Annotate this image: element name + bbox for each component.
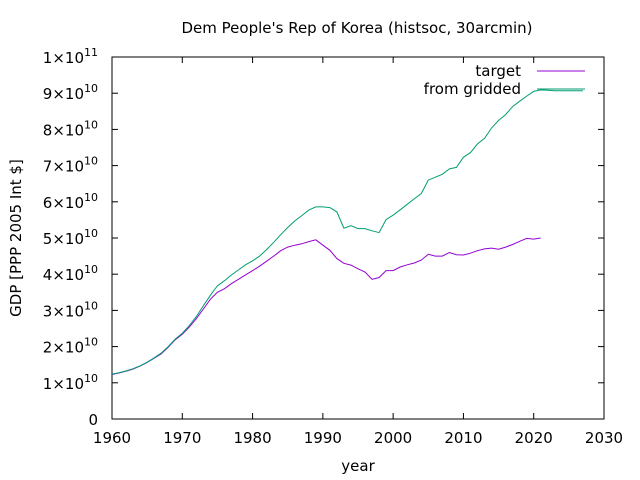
y-tick-mantissa: 0 — [88, 411, 98, 429]
x-axis-label: year — [341, 457, 375, 475]
y-tick-exponent: 10 — [84, 372, 98, 385]
y-tick-label: 7×1010 — [43, 155, 98, 176]
series-line-target — [111, 237, 541, 375]
x-tick-label: 2030 — [585, 429, 623, 447]
y-tick-label: 5×1010 — [43, 227, 98, 248]
y-tick-mantissa: 1×10 — [43, 375, 84, 393]
x-tick-label: 1960 — [93, 429, 131, 447]
y-tick-label: 9×1010 — [43, 82, 98, 103]
y-tick-label: 2×1010 — [43, 336, 98, 357]
y-tick-exponent: 10 — [84, 118, 98, 131]
plot-area — [111, 56, 605, 420]
y-tick-mantissa: 8×10 — [43, 121, 84, 139]
y-tick-exponent: 10 — [84, 191, 98, 204]
y-tick-mantissa: 6×10 — [43, 194, 84, 212]
y-axis-label: GDP [PPP 2005 Int $] — [7, 159, 25, 317]
y-tick-label: 0 — [88, 411, 98, 429]
y-tick-mantissa: 3×10 — [43, 302, 84, 320]
chart-title: Dem People's Rep of Korea (histsoc, 30ar… — [182, 19, 533, 37]
y-tick-label: 1×1010 — [43, 372, 98, 393]
x-tick-label: 1970 — [163, 429, 201, 447]
x-tick-label: 2000 — [374, 429, 412, 447]
y-tick-label: 1×1011 — [43, 46, 98, 67]
y-tick-exponent: 10 — [84, 82, 98, 95]
series-line-from-gridded — [111, 89, 583, 375]
x-tick-label: 1980 — [233, 429, 271, 447]
y-tick-exponent: 10 — [84, 299, 98, 312]
x-axis: 1960 1970 1980 1990 2000 2010 2020 2030 — [93, 57, 623, 447]
x-tick-label: 1990 — [304, 429, 342, 447]
y-tick-exponent: 10 — [84, 227, 98, 240]
y-tick-exponent: 10 — [84, 336, 98, 349]
y-tick-label: 4×1010 — [43, 263, 98, 284]
y-tick-exponent: 11 — [84, 46, 98, 59]
y-tick-mantissa: 7×10 — [43, 158, 84, 176]
y-tick-mantissa: 1×10 — [43, 49, 84, 67]
y-tick-mantissa: 2×10 — [43, 339, 84, 357]
x-tick-label: 2020 — [515, 429, 553, 447]
y-tick-mantissa: 9×10 — [43, 85, 84, 103]
y-tick-label: 8×1010 — [43, 118, 98, 139]
x-tick-label: 2010 — [444, 429, 482, 447]
y-tick-exponent: 10 — [84, 263, 98, 276]
y-tick-label: 6×1010 — [43, 191, 98, 212]
plot-frame — [111, 56, 605, 420]
y-tick-mantissa: 4×10 — [43, 266, 84, 284]
series-lines — [111, 89, 583, 375]
y-tick-label: 3×1010 — [43, 299, 98, 320]
legend-label: from gridded — [424, 80, 521, 98]
legend-label: target — [475, 62, 521, 80]
y-tick-exponent: 10 — [84, 155, 98, 168]
y-axis: 01×10102×10103×10104×10105×10106×10107×1… — [43, 46, 604, 429]
y-tick-mantissa: 5×10 — [43, 230, 84, 248]
